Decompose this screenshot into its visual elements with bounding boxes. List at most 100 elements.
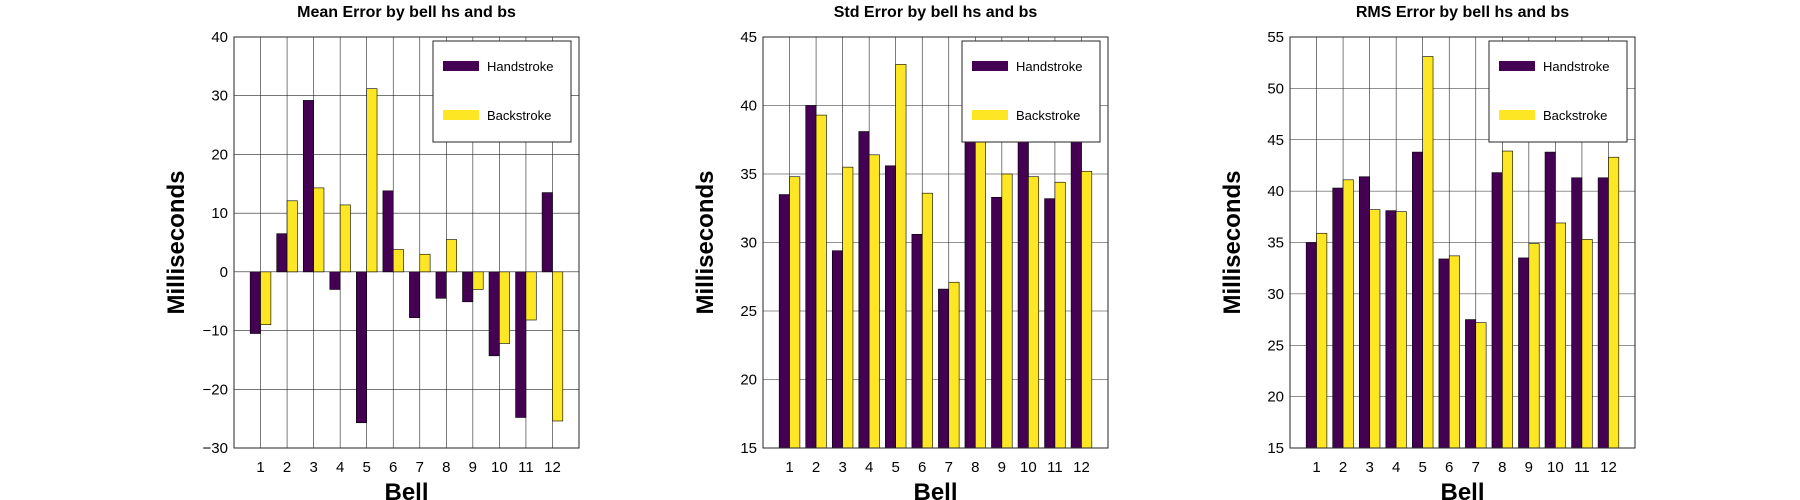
y-tick-label: 10 bbox=[211, 205, 228, 222]
y-axis-label: Milliseconds bbox=[163, 170, 190, 314]
x-tick-label: 8 bbox=[1498, 459, 1506, 476]
bar-handstroke-4 bbox=[1385, 210, 1397, 449]
bar-handstroke-9 bbox=[991, 196, 1003, 449]
legend: Handstroke Backstroke bbox=[961, 40, 1101, 143]
bar-backstroke-1 bbox=[260, 271, 272, 326]
x-tick-label: 7 bbox=[945, 459, 953, 476]
y-tick-label: 0 bbox=[220, 264, 228, 281]
bar-backstroke-4 bbox=[1395, 211, 1407, 449]
x-tick-label: 9 bbox=[469, 459, 477, 476]
bar-backstroke-2 bbox=[815, 114, 827, 449]
y-tick-label: −30 bbox=[203, 440, 228, 457]
y-axis-label: Milliseconds bbox=[1219, 170, 1246, 314]
y-tick-label: 40 bbox=[1267, 183, 1284, 200]
axes-box bbox=[233, 36, 580, 449]
x-tick-label: 7 bbox=[1472, 459, 1480, 476]
bar-handstroke-2 bbox=[805, 105, 817, 449]
chart-title: Std Error by bell hs and bs bbox=[834, 4, 1038, 21]
axes-box bbox=[762, 36, 1109, 449]
bar-handstroke-3 bbox=[1358, 176, 1370, 449]
x-tick-label: 12 bbox=[1073, 459, 1090, 476]
bar-backstroke-5 bbox=[895, 64, 907, 449]
legend-swatch-handstroke bbox=[1499, 61, 1535, 71]
legend: Handstroke Backstroke bbox=[1488, 40, 1628, 143]
bar-backstroke-7 bbox=[948, 281, 960, 449]
bar-backstroke-4 bbox=[339, 204, 351, 273]
bar-handstroke-3 bbox=[302, 100, 314, 273]
y-tick-label: 50 bbox=[1267, 80, 1284, 97]
bar-backstroke-7 bbox=[419, 253, 431, 273]
bar-backstroke-10 bbox=[1028, 176, 1040, 449]
y-tick-label: 25 bbox=[740, 303, 757, 320]
x-tick-label: 11 bbox=[1574, 459, 1590, 476]
x-tick-label: 8 bbox=[971, 459, 979, 476]
x-tick-label: 11 bbox=[1047, 459, 1063, 476]
x-tick-label: 6 bbox=[389, 459, 397, 476]
x-tick-label: 4 bbox=[1392, 459, 1400, 476]
x-tick-label: 6 bbox=[1445, 459, 1453, 476]
x-tick-label: 3 bbox=[309, 459, 317, 476]
x-tick-label: 3 bbox=[838, 459, 846, 476]
bar-handstroke-1 bbox=[778, 194, 790, 449]
x-axis-label: Bell bbox=[913, 479, 957, 500]
x-axis-label: Bell bbox=[384, 479, 428, 500]
x-tick-label: 8 bbox=[442, 459, 450, 476]
legend-swatch-handstroke bbox=[443, 61, 479, 71]
y-tick-label: 40 bbox=[740, 98, 757, 115]
bar-handstroke-12 bbox=[541, 192, 553, 273]
x-tick-label: 4 bbox=[336, 459, 344, 476]
bar-backstroke-11 bbox=[1054, 181, 1066, 449]
x-tick-label: 4 bbox=[865, 459, 873, 476]
legend-box bbox=[1488, 40, 1628, 143]
y-tick-label: 20 bbox=[740, 372, 757, 389]
bar-backstroke-10 bbox=[1555, 222, 1567, 449]
bar-handstroke-7 bbox=[409, 271, 421, 318]
bar-backstroke-3 bbox=[842, 166, 854, 449]
bar-backstroke-3 bbox=[1369, 209, 1381, 449]
bar-handstroke-1 bbox=[1305, 242, 1317, 449]
legend-swatch-backstroke bbox=[443, 110, 479, 120]
bar-handstroke-4 bbox=[329, 271, 341, 290]
y-tick-label: −10 bbox=[203, 323, 228, 340]
y-tick-label: 20 bbox=[211, 146, 228, 163]
bar-backstroke-9 bbox=[1001, 173, 1013, 449]
legend-swatch-backstroke bbox=[972, 110, 1008, 120]
y-tick-label: 35 bbox=[1267, 235, 1284, 252]
bar-handstroke-4 bbox=[858, 131, 870, 449]
x-tick-label: 9 bbox=[1525, 459, 1533, 476]
x-tick-label: 5 bbox=[1419, 459, 1427, 476]
bar-backstroke-9 bbox=[472, 271, 484, 290]
x-tick-label: 2 bbox=[812, 459, 820, 476]
x-tick-label: 12 bbox=[544, 459, 561, 476]
y-axis-label: Milliseconds bbox=[692, 170, 719, 314]
bar-handstroke-8 bbox=[1491, 172, 1503, 449]
x-tick-label: 5 bbox=[363, 459, 371, 476]
bar-backstroke-5 bbox=[1422, 56, 1434, 449]
bar-handstroke-7 bbox=[938, 288, 950, 449]
legend-label-handstroke: Handstroke bbox=[1543, 59, 1609, 74]
bar-handstroke-10 bbox=[488, 271, 500, 357]
bar-backstroke-10 bbox=[499, 271, 511, 344]
x-tick-label: 6 bbox=[918, 459, 926, 476]
legend: Handstroke Backstroke bbox=[432, 40, 572, 143]
x-tick-label: 10 bbox=[1020, 459, 1037, 476]
bar-backstroke-6 bbox=[392, 249, 404, 273]
x-tick-label: 2 bbox=[1339, 459, 1347, 476]
x-tick-label: 11 bbox=[518, 459, 534, 476]
bar-backstroke-12 bbox=[552, 271, 564, 422]
x-tick-label: 10 bbox=[491, 459, 508, 476]
bar-backstroke-11 bbox=[525, 271, 537, 321]
x-tick-label: 9 bbox=[998, 459, 1006, 476]
y-tick-label: −20 bbox=[203, 381, 228, 398]
x-tick-label: 2 bbox=[283, 459, 291, 476]
x-tick-label: 12 bbox=[1600, 459, 1617, 476]
x-tick-label: 10 bbox=[1547, 459, 1564, 476]
bar-backstroke-2 bbox=[286, 200, 298, 273]
bar-handstroke-10 bbox=[1544, 151, 1556, 449]
bar-handstroke-11 bbox=[1044, 198, 1056, 449]
bar-handstroke-6 bbox=[1438, 258, 1450, 449]
axes-box bbox=[1289, 36, 1636, 449]
